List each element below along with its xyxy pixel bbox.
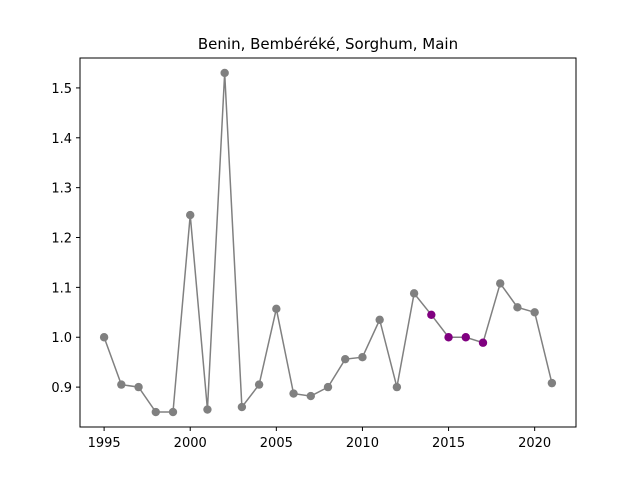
data-point bbox=[478, 338, 488, 347]
y-tick-label: 1.4 bbox=[51, 132, 72, 147]
data-point bbox=[134, 382, 143, 392]
data-point bbox=[341, 354, 350, 364]
data-point bbox=[496, 279, 505, 288]
data-point bbox=[99, 333, 109, 342]
plot-area bbox=[99, 68, 557, 417]
x-tick-label: 1995 bbox=[88, 436, 121, 451]
data-point bbox=[530, 308, 539, 317]
data-point bbox=[375, 315, 384, 324]
y-tick-label: 1.1 bbox=[51, 281, 72, 296]
y-tick-label: 1.0 bbox=[51, 331, 72, 346]
data-point bbox=[186, 210, 195, 220]
data-point bbox=[547, 378, 557, 388]
data-point bbox=[513, 303, 522, 312]
x-axis: 1995 2000 2005 2010 2015 2020 bbox=[88, 427, 551, 451]
y-tick-label: 1.5 bbox=[51, 82, 72, 97]
y-tick-label: 0.9 bbox=[51, 381, 72, 396]
data-point bbox=[203, 405, 212, 414]
data-point bbox=[358, 352, 367, 362]
data-point bbox=[323, 382, 333, 392]
data-point bbox=[427, 310, 436, 319]
data-point bbox=[444, 333, 453, 342]
data-point bbox=[220, 68, 229, 78]
data-point bbox=[168, 407, 178, 417]
y-axis: 0.9 1.0 1.1 1.2 1.3 1.4 1.5 bbox=[51, 82, 80, 396]
data-point bbox=[392, 382, 402, 392]
data-point bbox=[117, 380, 126, 389]
x-tick-label: 2005 bbox=[260, 436, 293, 451]
data-point bbox=[409, 289, 419, 298]
data-point bbox=[306, 391, 315, 401]
data-point bbox=[461, 333, 470, 342]
x-tick-label: 2015 bbox=[432, 436, 465, 451]
data-point bbox=[237, 402, 247, 412]
data-point bbox=[289, 389, 298, 398]
data-point bbox=[151, 407, 160, 417]
data-point bbox=[254, 380, 264, 389]
y-tick-label: 1.2 bbox=[51, 232, 72, 247]
x-tick-label: 2010 bbox=[346, 436, 379, 451]
y-tick-label: 1.3 bbox=[51, 182, 72, 197]
axes-frame bbox=[79, 57, 577, 428]
data-point bbox=[272, 304, 281, 314]
series-line bbox=[103, 72, 553, 413]
chart-title: Benin, Bembéréké, Sorghum, Main bbox=[198, 35, 458, 53]
x-tick-label: 2000 bbox=[174, 436, 207, 451]
x-tick-label: 2020 bbox=[518, 436, 551, 451]
